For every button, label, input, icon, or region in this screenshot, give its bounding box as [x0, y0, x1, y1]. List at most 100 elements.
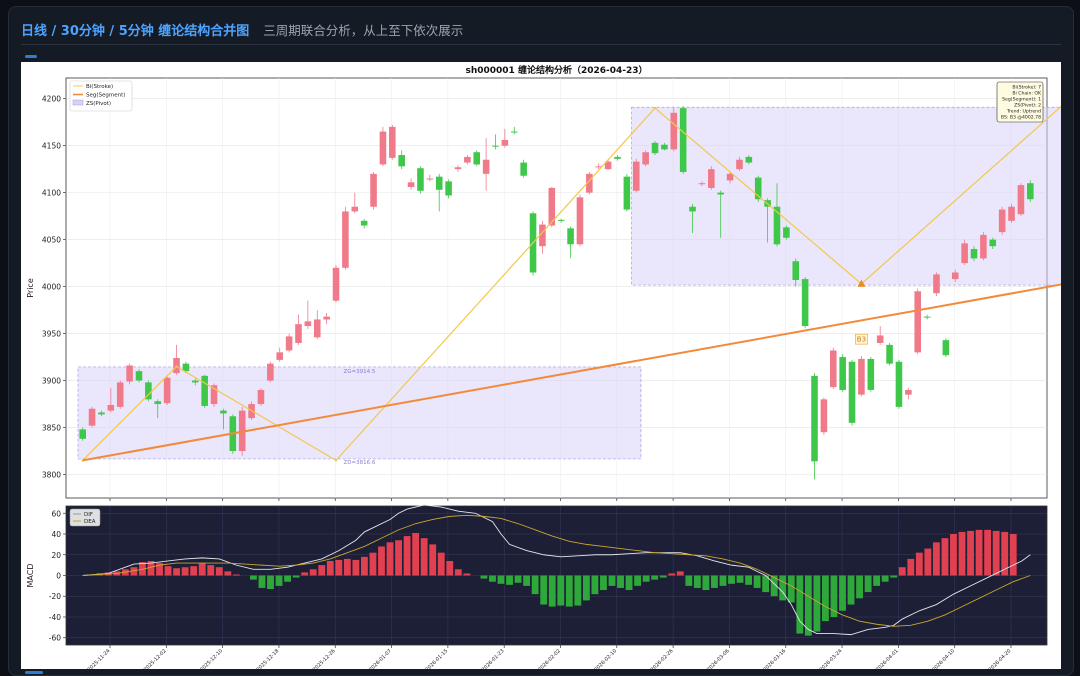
macd-hist-bar [634, 575, 642, 586]
candle-body [980, 234, 987, 259]
candle-body [745, 156, 753, 163]
macd-hist-bar [480, 575, 488, 579]
candle-body [679, 108, 687, 172]
candle-body [116, 382, 124, 407]
macd-hist-bar [864, 575, 872, 593]
candle-body [595, 166, 603, 168]
candle-body [773, 206, 781, 245]
tab-indicator-bottom[interactable] [25, 671, 43, 674]
macd-hist-bar [130, 567, 138, 576]
date-tick-label: 2026-03-06 [706, 648, 731, 669]
candle-body [417, 168, 424, 191]
candle-body [604, 161, 612, 170]
macd-hist-bar [813, 575, 821, 632]
price-tick-label: 3800 [42, 471, 61, 480]
candle-body [79, 429, 86, 439]
candle-body [651, 142, 659, 154]
macd-hist-bar [318, 565, 326, 576]
candle-body [267, 363, 274, 381]
macd-hist-bar [804, 575, 812, 636]
bs-annotation-label: B3 [857, 336, 866, 344]
macd-hist-bar [540, 575, 548, 605]
chart-panel: 日线 / 30分钟 / 5分钟 缠论结构合并图 三周期联合分析，从上至下依次展示… [8, 6, 1080, 676]
macd-hist-bar [250, 575, 257, 580]
macd-hist-bar [232, 574, 240, 576]
macd-hist-bar [267, 575, 274, 589]
candle-body [370, 173, 377, 207]
bi-vertex [334, 459, 338, 462]
candle-body [895, 361, 903, 407]
bi-vertex [175, 365, 178, 368]
date-tick-label: 2026-02-10 [593, 648, 618, 669]
candle-body [107, 404, 115, 411]
date-tick-label: 2026-02-02 [537, 648, 562, 669]
macd-hist-bar [651, 575, 659, 580]
candle-body [661, 144, 668, 150]
macd-hist-bar [412, 532, 420, 576]
legend-entry: ZS(Pivot) [86, 101, 111, 107]
macd-hist-bar [173, 568, 181, 576]
candle-body [454, 167, 462, 170]
macd-hist-bar [531, 575, 539, 595]
macd-hist-bar [787, 575, 795, 603]
macd-tick-label: 20 [51, 551, 61, 560]
macd-hist-bar [369, 552, 377, 576]
candle-body [426, 178, 434, 180]
candle-body [839, 357, 846, 390]
candle-body [163, 377, 171, 404]
candle-body [792, 261, 800, 281]
price-tick-label: 4100 [42, 189, 61, 198]
candle-body [464, 156, 471, 163]
candle-body [698, 183, 706, 185]
candle-body [632, 161, 640, 191]
zs-low-label: ZD=3816.6 [344, 460, 376, 466]
macd-hist-bar [719, 575, 727, 586]
date-tick-label: 2025-12-18 [256, 648, 281, 669]
macd-tick-label: 60 [51, 509, 61, 518]
macd-hist-bar [967, 530, 974, 576]
macd-hist-bar [822, 575, 829, 622]
date-tick-label: 2026-01-23 [481, 648, 506, 669]
zs-pivot-box [631, 106, 1080, 286]
candle-body [942, 340, 950, 356]
legend-entry: Bi(Stroke) [86, 84, 113, 90]
macd-hist-bar [446, 560, 454, 576]
tab-indicator[interactable] [25, 55, 37, 58]
macd-hist-bar [326, 560, 334, 576]
candle-body [154, 401, 162, 405]
candle-body [351, 206, 359, 212]
info-line: Seg(Segment): 1 [1002, 97, 1041, 103]
candle-body [623, 176, 631, 210]
macd-hist-bar [898, 567, 906, 576]
macd-hist-bar [523, 575, 531, 586]
price-panel: 3800 3850 3900 3950 4000 4050 4100 4150 4200 Pric… [26, 64, 1080, 499]
candle-body [726, 173, 734, 181]
macd-hist-bar [685, 575, 693, 586]
candle-body [586, 173, 593, 193]
candle-body [210, 385, 218, 405]
macd-hist-bar [839, 575, 846, 611]
candle-body [933, 274, 940, 294]
legend-entry: Seg(Segment) [86, 93, 125, 99]
candle-body [754, 177, 762, 200]
bs-marker-triangle [857, 279, 866, 287]
macd-hist-bar [582, 575, 590, 601]
price-tick-label: 3900 [42, 377, 61, 386]
panel-title: 日线 / 30分钟 / 5分钟 缠论结构合并图 [21, 23, 250, 39]
candle-body [98, 412, 105, 415]
macd-hist-bar [395, 540, 402, 576]
price-legend-box [69, 80, 133, 112]
candle-body [708, 169, 715, 188]
macd-hist-bar [890, 575, 898, 578]
candle-body [1008, 206, 1015, 221]
macd-hist-bar [591, 575, 599, 595]
candle-body [482, 159, 490, 174]
price-tick-label: 3950 [42, 330, 61, 339]
candle-body [642, 152, 649, 165]
info-line: BS: B3 @4002.78 [1001, 115, 1041, 121]
macd-hist-bar [147, 560, 155, 576]
date-tick-label: 2026-03-24 [819, 648, 844, 669]
candle-body [389, 126, 396, 158]
macd-hist-bar [873, 575, 881, 586]
macd-hist-bar [830, 575, 838, 617]
